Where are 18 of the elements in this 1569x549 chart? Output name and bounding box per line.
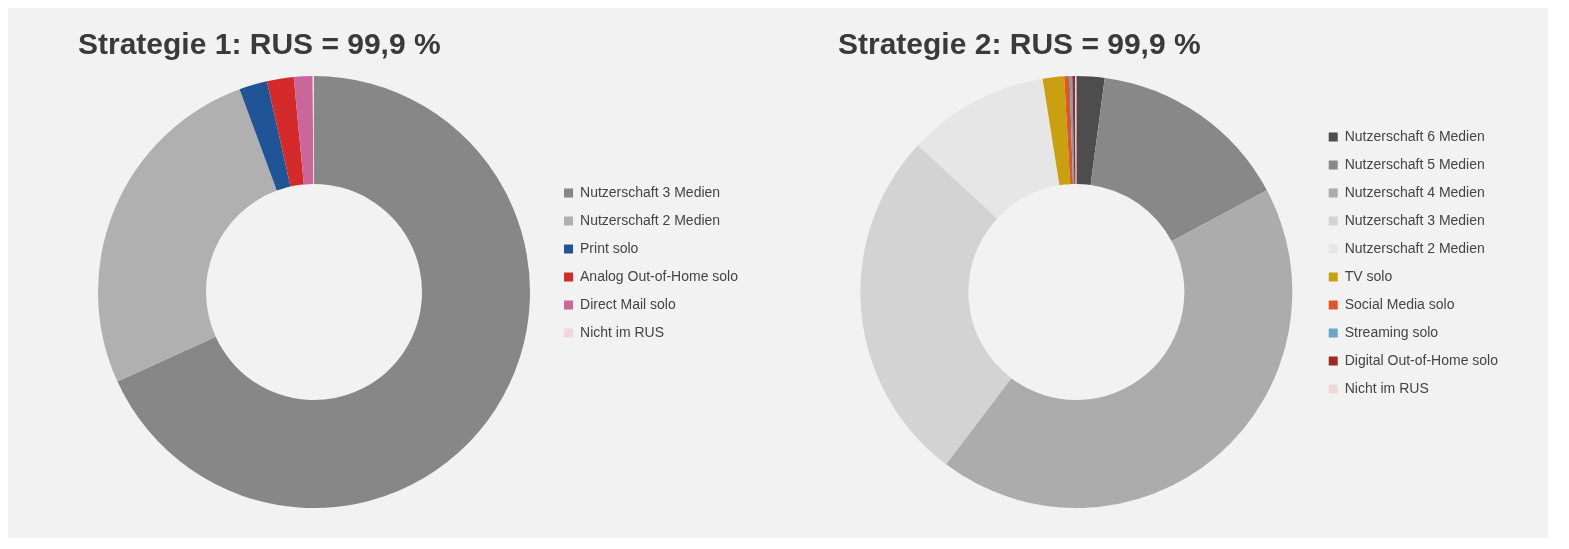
legend-label: Analog Out-of-Home solo (580, 267, 739, 284)
legend-label: Nutzerschaft 6 Medien (1344, 127, 1485, 144)
legend-label: Direct Mail solo (580, 295, 676, 312)
legend-label: Streaming solo (1344, 323, 1439, 340)
legend-label: Nutzerschaft 5 Medien (1344, 155, 1485, 172)
legend-label: Print solo (580, 239, 639, 256)
legend-label: Nicht im RUS (1344, 379, 1429, 396)
chart-title: Strategie 2: RUS = 99,9 % (838, 27, 1201, 61)
legend-label: Digital Out-of-Home solo (1344, 351, 1499, 368)
legend-label: Nutzerschaft 2 Medien (580, 211, 721, 228)
legend-label: Nutzerschaft 2 Medien (1344, 239, 1485, 256)
legend-label: TV solo (1344, 267, 1393, 284)
legend-label: Nutzerschaft 4 Medien (1344, 183, 1485, 200)
legend-label: Nutzerschaft 3 Medien (580, 183, 721, 200)
legend-label: Nutzerschaft 3 Medien (1344, 211, 1485, 228)
chart-title: Strategie 1: RUS = 99,9 % (78, 27, 441, 61)
legend-label: Nicht im RUS (580, 323, 665, 340)
legend-label: Social Media solo (1344, 295, 1455, 312)
